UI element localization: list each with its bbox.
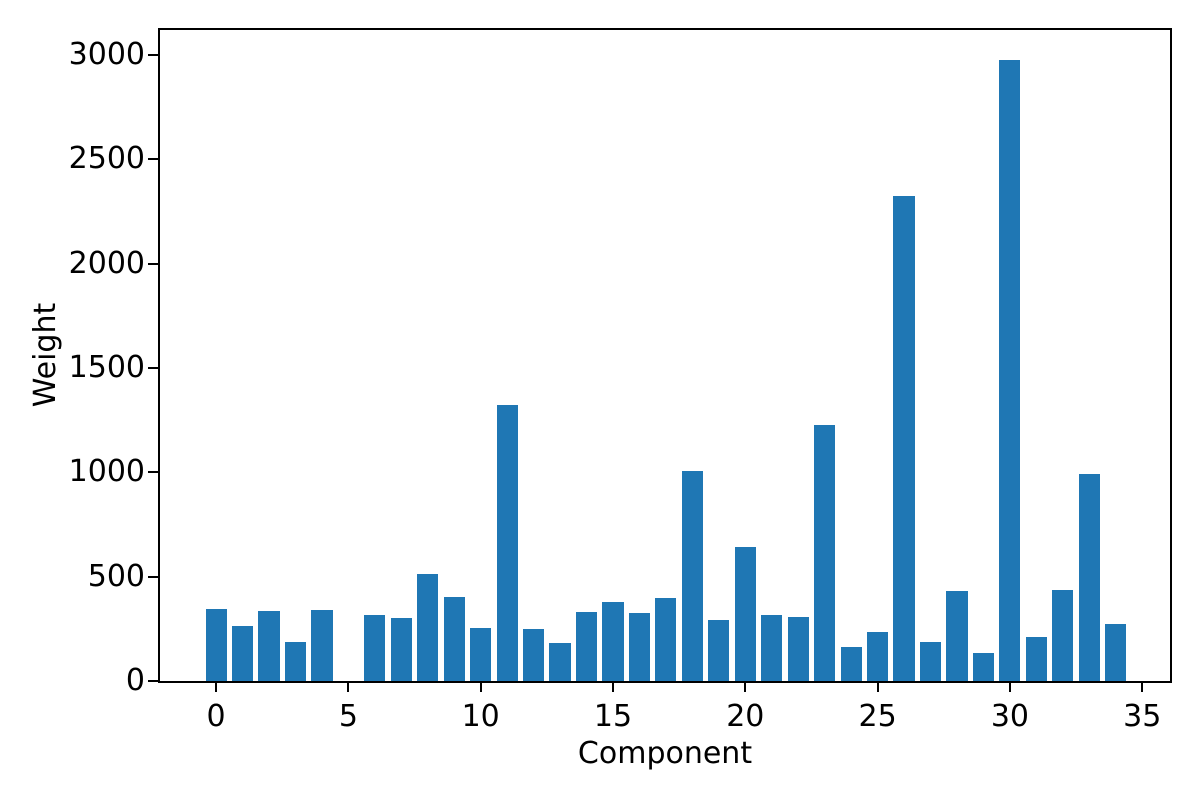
bar-component-13 <box>549 643 571 681</box>
x-tick-label-25: 25 <box>858 699 897 734</box>
y-tick-mark-0 <box>148 680 158 682</box>
bar-component-23 <box>814 425 836 681</box>
y-tick-label-1000: 1000 <box>68 454 145 490</box>
bar-component-10 <box>470 627 492 681</box>
y-tick-mark-3000 <box>148 54 158 57</box>
y-tick-label-500: 500 <box>87 558 145 594</box>
bar-component-21 <box>761 615 783 681</box>
bar-component-31 <box>1025 636 1047 681</box>
bar-component-16 <box>628 612 651 681</box>
bar-component-32 <box>1052 589 1074 681</box>
x-axis-label: Component <box>577 736 753 771</box>
bar-component-12 <box>523 628 545 681</box>
x-tick-mark-25 <box>876 683 879 692</box>
x-tick-label-10: 10 <box>461 699 500 734</box>
bar-component-4 <box>311 610 333 681</box>
x-tick-mark-35 <box>1141 683 1144 692</box>
x-tick-mark-20 <box>744 683 747 692</box>
bar-component-11 <box>496 404 518 681</box>
bar-component-14 <box>575 612 598 681</box>
y-tick-label-3000: 3000 <box>68 36 145 72</box>
bar-component-22 <box>787 616 809 681</box>
bar-component-27 <box>919 641 942 681</box>
y-axis-label: Weight <box>27 302 63 408</box>
x-tick-label-15: 15 <box>593 699 633 734</box>
y-tick-label-1500: 1500 <box>68 349 145 385</box>
x-tick-label-35: 35 <box>1123 699 1162 734</box>
bar-component-24 <box>840 646 862 681</box>
y-tick-mark-2000 <box>148 262 158 265</box>
y-tick-mark-500 <box>148 575 158 578</box>
bar-component-3 <box>284 642 307 681</box>
y-tick-label-0: 0 <box>125 662 145 698</box>
bar-component-6 <box>364 615 386 681</box>
bar-component-28 <box>946 591 968 681</box>
bar-component-1 <box>231 625 254 681</box>
x-tick-mark-5 <box>347 683 350 692</box>
x-tick-label-5: 5 <box>338 699 358 734</box>
x-tick-mark-10 <box>479 683 482 692</box>
plot-area <box>158 28 1172 683</box>
bar-component-25 <box>867 631 889 681</box>
bar-component-9 <box>443 596 465 681</box>
bar-component-30 <box>999 60 1021 681</box>
bar-component-26 <box>893 195 915 681</box>
x-tick-label-0: 0 <box>206 699 226 734</box>
x-tick-label-20: 20 <box>726 699 765 734</box>
bar-component-34 <box>1105 623 1127 681</box>
x-tick-label-30: 30 <box>990 699 1029 734</box>
y-tick-mark-2500 <box>148 158 158 161</box>
bar-component-18 <box>681 471 703 681</box>
bar-component-19 <box>708 620 730 681</box>
y-tick-mark-1000 <box>148 471 158 474</box>
bar-component-7 <box>390 618 412 681</box>
bar-component-29 <box>972 653 995 681</box>
x-tick-mark-30 <box>1008 683 1011 692</box>
bar-component-0 <box>205 609 227 681</box>
y-tick-label-2000: 2000 <box>68 245 145 281</box>
bar-component-20 <box>734 547 756 681</box>
x-tick-mark-0 <box>215 683 218 692</box>
bar-component-17 <box>655 597 677 681</box>
bar-component-2 <box>258 611 280 681</box>
bar-component-8 <box>417 573 439 681</box>
y-tick-label-2500: 2500 <box>68 141 145 177</box>
bar-component-33 <box>1078 474 1100 681</box>
x-tick-mark-15 <box>612 683 614 692</box>
bar-component-15 <box>602 601 624 681</box>
y-tick-mark-1500 <box>148 367 158 370</box>
